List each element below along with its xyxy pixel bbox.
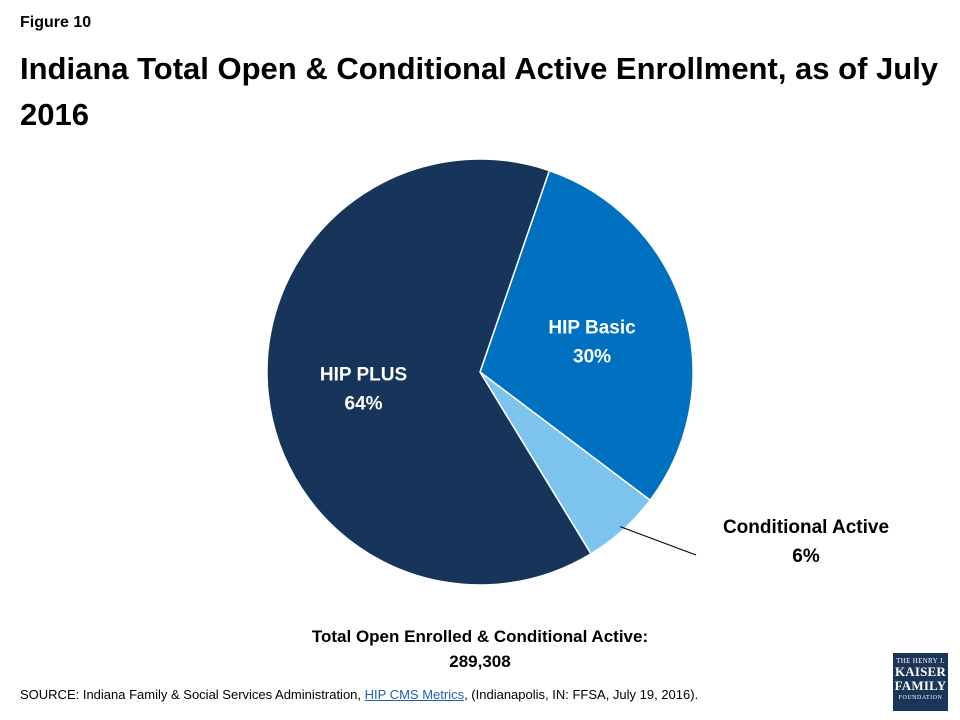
slice-label-hip-plus: HIP PLUS bbox=[320, 365, 407, 386]
logo-line2: KAISER bbox=[894, 664, 947, 679]
total-enrollment: Total Open Enrolled & Conditional Active… bbox=[230, 624, 730, 674]
slice-value-hip-plus: 64% bbox=[345, 394, 383, 415]
slice-value-hip-basic: 30% bbox=[573, 347, 611, 368]
total-value: 289,308 bbox=[449, 652, 511, 671]
pie-slice-hip-basic bbox=[479, 169, 694, 502]
logo-line3: FAMILY bbox=[894, 678, 947, 693]
source-prefix: SOURCE: Indiana Family & Social Services… bbox=[20, 687, 365, 702]
leader-line bbox=[620, 526, 697, 556]
source-link[interactable]: HIP CMS Metrics bbox=[364, 687, 465, 702]
kff-logo: THE HENRY J. KAISER FAMILY FOUNDATION bbox=[893, 653, 948, 711]
source-note: SOURCE: Indiana Family & Social Services… bbox=[20, 687, 698, 702]
chart-title: Indiana Total Open & Conditional Active … bbox=[20, 51, 939, 132]
logo-line4: FOUNDATION bbox=[898, 695, 943, 701]
pie-slice-hip-plus bbox=[266, 158, 593, 586]
logo-line1: THE HENRY J. bbox=[896, 657, 945, 665]
figure-label: Figure 10 bbox=[20, 14, 92, 31]
slice-value-conditional-active: 6% bbox=[792, 546, 820, 567]
total-label: Total Open Enrolled & Conditional Active… bbox=[311, 627, 649, 646]
source-suffix: , (Indianapolis, IN: FFSA, July 19, 2016… bbox=[464, 687, 699, 702]
slice-label-conditional-active: Conditional Active bbox=[723, 517, 889, 538]
slice-label-hip-basic: HIP Basic bbox=[548, 318, 636, 339]
